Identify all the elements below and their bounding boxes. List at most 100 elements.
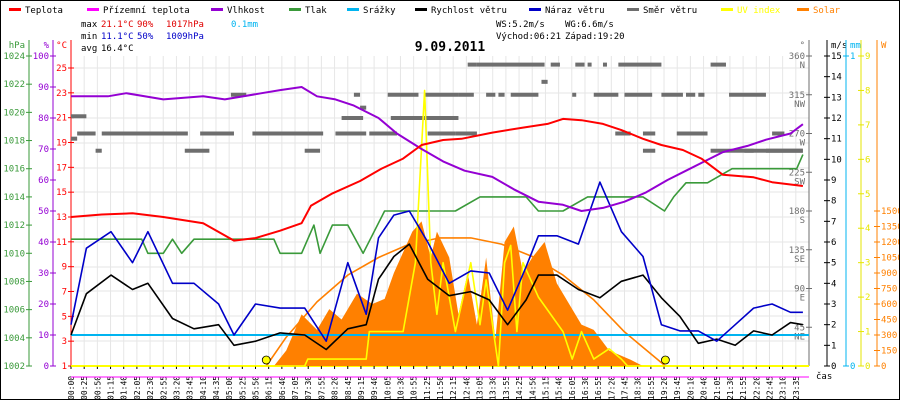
x-tick-label: 11:50 — [436, 376, 445, 399]
tick-label-ms: 14 — [831, 73, 842, 83]
tick-label-mm: 1 — [850, 52, 855, 62]
tick-label-uv: 4 — [865, 224, 870, 234]
tick-label-W: 0 — [881, 362, 886, 372]
wind-direction-mark — [593, 92, 619, 97]
wind-direction-mark — [390, 116, 459, 120]
tick-label-hPa: 1002 — [3, 362, 25, 372]
legend-swatch-2 — [211, 8, 223, 11]
x-tick-label: 00:50 — [93, 376, 102, 399]
tick-label-ms: 15 — [831, 52, 842, 62]
tick-dir-deg: SW — [794, 177, 805, 187]
series-teplota — [70, 117, 804, 242]
tick-label-W: 450 — [881, 316, 897, 326]
axis-label-ms: m/s — [831, 41, 847, 51]
x-tick-label: 03:45 — [186, 376, 195, 399]
x-tick-label: 03:20 — [172, 376, 181, 399]
sunrise-marker — [261, 355, 271, 365]
wind-direction-mark — [230, 92, 247, 97]
wind-direction-mark — [77, 131, 96, 136]
legend-label-5: Rychlost větru — [431, 6, 507, 16]
legend-swatch-9 — [797, 8, 809, 11]
x-tick-label: 16:05 — [568, 376, 577, 399]
tick-label-uv: 3 — [865, 259, 870, 269]
wind-direction-mark — [744, 148, 803, 153]
wind-direction-mark — [618, 62, 662, 67]
wind-direction-mark — [252, 131, 324, 136]
tick-label-pct: 20 — [38, 300, 49, 310]
wind-direction-mark — [403, 116, 413, 120]
x-tick-label: 00:00 — [67, 376, 76, 399]
legend-swatch-3 — [289, 8, 301, 11]
x-tick-label: 12:40 — [462, 376, 471, 399]
wind-direction-mark — [353, 92, 361, 97]
wind-direction-mark — [575, 62, 585, 67]
legend-label-7: Směr větru — [643, 6, 697, 16]
tick-dir-deg: SE — [794, 255, 805, 265]
x-tick-label: 22:20 — [752, 376, 761, 399]
legend-label-3: Tlak — [305, 6, 327, 16]
tick-label-deg: 135 — [789, 246, 805, 256]
tick-label-deg: 90 — [794, 285, 805, 295]
legend-swatch-4 — [347, 8, 359, 11]
tick-label-ms: 4 — [831, 279, 836, 289]
x-tick-label: 09:15 — [357, 376, 366, 399]
legend-swatch-8 — [721, 8, 733, 11]
wind-direction-mark — [710, 62, 726, 67]
x-tick-label: 16:30 — [581, 376, 590, 399]
wind-direction-mark — [455, 131, 477, 136]
tick-label-uv: 5 — [865, 190, 870, 200]
tick-label-degC: 25 — [56, 64, 67, 74]
x-tick-label: 20:40 — [700, 376, 709, 399]
tick-label-ms: 2 — [831, 321, 836, 331]
tick-label-hPa: 1024 — [3, 52, 25, 62]
wind-direction-mark — [424, 92, 459, 97]
tick-label-hPa: 1012 — [3, 221, 25, 231]
wind-direction-mark — [184, 148, 210, 153]
wind-direction-mark — [335, 131, 367, 136]
stat-min-hum: 50% — [137, 32, 154, 42]
wind-direction-mark — [467, 62, 477, 67]
x-tick-label: 23:35 — [792, 376, 801, 399]
x-tick-label: 12:15 — [449, 376, 458, 399]
tick-label-degC: 19 — [56, 139, 67, 149]
wind-direction-mark — [602, 62, 607, 67]
tick-label-ms: 1 — [831, 341, 836, 351]
x-tick-label: 10:05 — [383, 376, 392, 399]
tick-label-ms: 0 — [831, 362, 836, 372]
tick-label-pct: 80 — [38, 114, 49, 124]
tick-label-uv: 1 — [865, 328, 870, 338]
axis-label-hPa: hPa — [9, 41, 25, 51]
x-tick-label: 14:50 — [528, 376, 537, 399]
tick-label-deg: 315 — [789, 91, 805, 101]
x-tick-label: 10:55 — [410, 376, 419, 399]
tick-label-hPa: 1020 — [3, 108, 25, 118]
tick-label-deg: 225 — [789, 168, 805, 178]
x-tick-label: 22:45 — [765, 376, 774, 399]
tick-label-hPa: 1022 — [3, 80, 25, 90]
legend-label-1: Přízemní teplota — [103, 6, 190, 16]
tick-label-hPa: 1018 — [3, 137, 25, 147]
tick-label-uv: 8 — [865, 86, 870, 96]
wind-direction-mark — [341, 116, 364, 120]
tick-label-ms: 6 — [831, 238, 836, 248]
wind-direction-mark — [615, 131, 631, 136]
tick-label-degC: 11 — [56, 238, 67, 248]
axis-label-W: W — [881, 41, 887, 51]
tick-label-ms: 13 — [831, 93, 842, 103]
tick-label-ms: 11 — [831, 135, 842, 145]
legend-label-4: Srážky — [363, 6, 396, 16]
sunset-marker — [660, 355, 670, 365]
legend-label-6: Náraz větru — [545, 6, 605, 16]
x-tick-label: 19:20 — [660, 376, 669, 399]
x-tick-label: 09:40 — [370, 376, 379, 399]
tick-label-hPa: 1004 — [3, 334, 25, 344]
x-tick-label: 21:55 — [739, 376, 748, 399]
tick-label-degC: 1 — [62, 362, 67, 372]
tick-label-degC: 3 — [62, 337, 67, 347]
legend-label-0: Teplota — [25, 6, 63, 16]
x-tick-label: 08:20 — [331, 376, 340, 399]
stat-min-press: 1009hPa — [166, 32, 204, 42]
tick-label-uv: 9 — [865, 52, 870, 62]
x-tick-label: 02:05 — [133, 376, 142, 399]
